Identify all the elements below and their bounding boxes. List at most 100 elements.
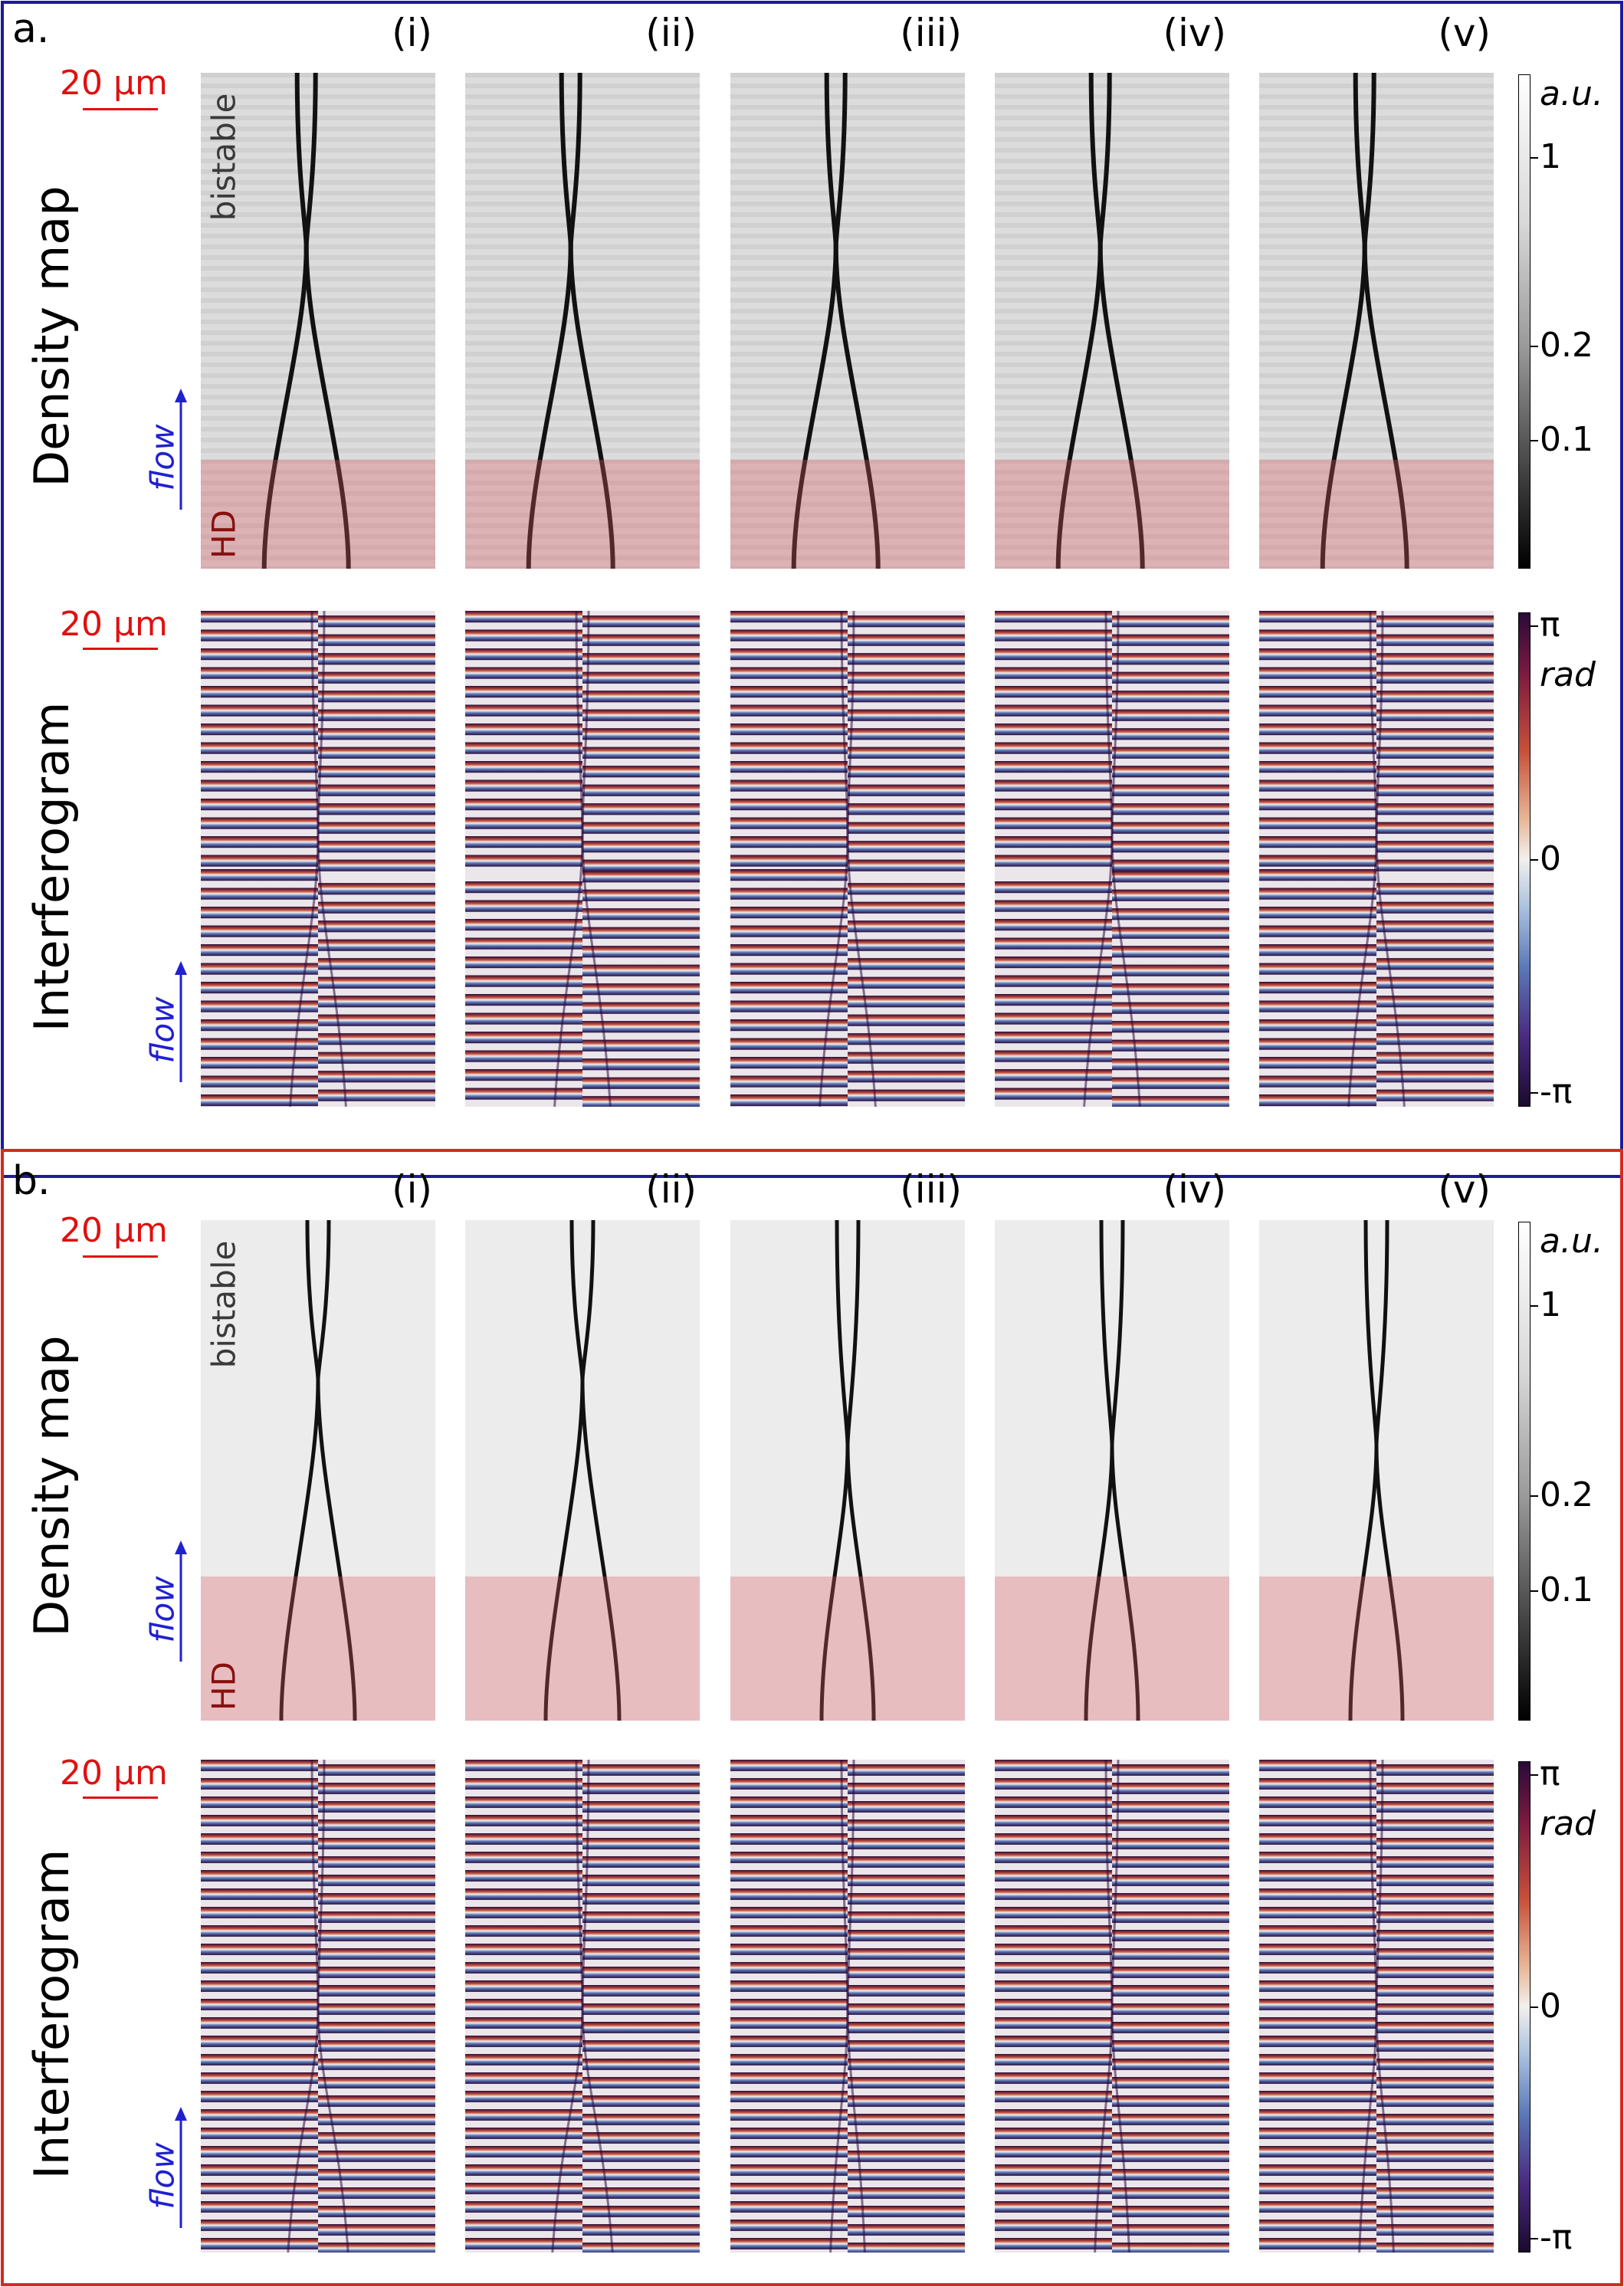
fringe-band bbox=[848, 1967, 965, 1978]
fringe-band bbox=[1376, 2114, 1494, 2125]
fringe-band bbox=[582, 2151, 700, 2162]
fringe-band bbox=[1112, 803, 1229, 815]
density-speckle-stripe bbox=[201, 438, 435, 442]
scale-bar-label: 20 µm bbox=[60, 1754, 168, 1793]
fringe-band bbox=[318, 822, 435, 834]
fringe-band bbox=[730, 1999, 848, 2010]
fringe-band bbox=[1376, 1911, 1494, 1923]
flow-arrow bbox=[175, 2107, 187, 2228]
phase-dislocation-line bbox=[846, 1760, 866, 2253]
fringe-band bbox=[1376, 2040, 1494, 2052]
fringe-band bbox=[582, 653, 700, 665]
fringe-band bbox=[995, 742, 1112, 754]
fringe-band bbox=[848, 1948, 965, 1960]
column-label: (v) bbox=[1438, 1167, 1491, 1212]
density-speckle-stripe bbox=[995, 395, 1229, 399]
fringe-band bbox=[465, 667, 582, 679]
fringe-band bbox=[995, 1999, 1112, 2010]
fringe-band bbox=[582, 1856, 700, 1868]
interferogram-tile bbox=[465, 1760, 700, 2253]
density-speckle-stripe bbox=[995, 523, 1229, 528]
density-speckle-stripe bbox=[730, 244, 965, 249]
fringe-band bbox=[318, 1052, 435, 1064]
phase-dislocation-line bbox=[581, 611, 612, 1107]
density-tile bbox=[1259, 1220, 1494, 1721]
fringe-band bbox=[465, 629, 582, 641]
fringe-band bbox=[1376, 746, 1494, 759]
fringe-band bbox=[1112, 2022, 1229, 2033]
fringe-band bbox=[201, 667, 318, 679]
column-label: (iv) bbox=[1163, 11, 1227, 55]
density-speckle-stripe bbox=[730, 126, 965, 131]
fringe-band bbox=[1259, 1870, 1376, 1882]
density-tile bbox=[730, 73, 965, 569]
soliton-line bbox=[303, 73, 351, 569]
phase-dislocation-line bbox=[1111, 1760, 1130, 2253]
fringe-band bbox=[848, 1783, 965, 1794]
fringe-band bbox=[1376, 883, 1494, 895]
density-speckle-stripe bbox=[995, 298, 1229, 303]
fringe-band bbox=[1376, 1819, 1494, 1831]
fringe-band bbox=[995, 1833, 1112, 1845]
density-speckle-stripe bbox=[201, 212, 435, 217]
scale-bar-line bbox=[83, 1796, 158, 1799]
density-speckle-stripe bbox=[995, 180, 1229, 185]
fringe-band bbox=[995, 2220, 1112, 2231]
colorbar-tick-label: 1 bbox=[1540, 136, 1561, 176]
fringe-band bbox=[848, 1052, 965, 1064]
fringe-band bbox=[582, 2169, 700, 2180]
fringe-band bbox=[848, 2095, 965, 2107]
density-speckle-stripe bbox=[1259, 395, 1494, 399]
fringe-band bbox=[201, 1925, 318, 1937]
fringe-band bbox=[201, 2036, 318, 2047]
fringe-band bbox=[1112, 1002, 1229, 1014]
fringe-band bbox=[1259, 2220, 1376, 2231]
density-speckle-stripe bbox=[1259, 255, 1494, 260]
density-speckle-stripe bbox=[1259, 384, 1494, 389]
fringe-band bbox=[1112, 841, 1229, 853]
fringe-band bbox=[1259, 2128, 1376, 2139]
density-speckle-stripe bbox=[995, 126, 1229, 131]
fringe-band bbox=[1376, 1783, 1494, 1794]
fringe-band bbox=[201, 1980, 318, 1992]
density-colorbar bbox=[1518, 74, 1530, 569]
hd-region-overlay bbox=[1259, 1577, 1494, 1721]
density-speckle-stripe bbox=[1259, 266, 1494, 271]
fringe-band bbox=[730, 761, 848, 773]
fringe-band bbox=[318, 691, 435, 703]
fringe-band bbox=[730, 1888, 848, 1900]
density-speckle-stripe bbox=[201, 523, 435, 528]
fringe-band bbox=[1376, 615, 1494, 628]
density-speckle-stripe bbox=[465, 523, 700, 528]
density-speckle-stripe bbox=[1259, 309, 1494, 313]
fringe-band bbox=[995, 1852, 1112, 1863]
density-speckle-stripe bbox=[1259, 534, 1494, 539]
fringe-band bbox=[995, 2201, 1112, 2213]
flow-arrow bbox=[175, 389, 187, 510]
fringe-band bbox=[1259, 2146, 1376, 2157]
fringe-band bbox=[995, 881, 1112, 894]
fringe-band bbox=[995, 1870, 1112, 1882]
fringe-band bbox=[201, 1907, 318, 1918]
density-speckle-stripe bbox=[465, 84, 700, 88]
fringe-band bbox=[465, 2128, 582, 2139]
density-speckle-stripe bbox=[995, 566, 1229, 569]
density-map-image bbox=[465, 73, 700, 569]
fringe-band bbox=[848, 2151, 965, 2162]
fringe-band bbox=[848, 859, 965, 871]
density-speckle-stripe bbox=[730, 448, 965, 453]
density-speckle-stripe bbox=[1259, 180, 1494, 185]
fringe-band bbox=[730, 855, 848, 867]
fringe-band bbox=[848, 958, 965, 970]
interferogram-image bbox=[995, 611, 1229, 1107]
fringe-band bbox=[1259, 1000, 1376, 1012]
fringe-band bbox=[730, 2146, 848, 2157]
hd-label: HD bbox=[205, 1662, 243, 1711]
fringe-band bbox=[1112, 859, 1229, 871]
fringe-band bbox=[1376, 1089, 1494, 1101]
fringe-band bbox=[1376, 653, 1494, 665]
fringe-band bbox=[730, 2201, 848, 2213]
fringe-band bbox=[848, 2077, 965, 2088]
density-speckle-stripe bbox=[1259, 287, 1494, 292]
fringe-band bbox=[995, 975, 1112, 987]
